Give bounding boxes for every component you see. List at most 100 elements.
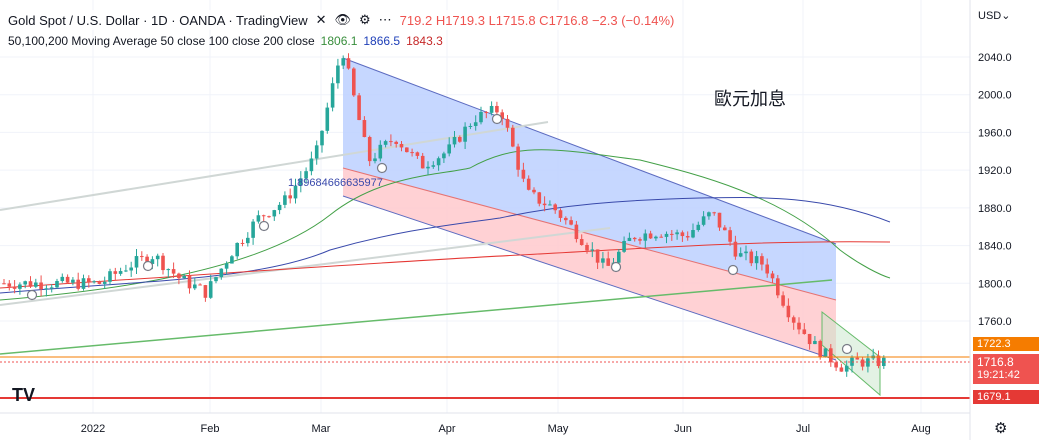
candle-body: [304, 171, 308, 179]
candle-body: [39, 282, 43, 290]
currency-selector[interactable]: USD⌄: [978, 10, 1011, 22]
event-marker-icon[interactable]: [142, 260, 154, 272]
countdown: 19:21:42: [977, 369, 1020, 381]
candle-body: [521, 169, 526, 179]
candle-body: [383, 141, 388, 145]
y-tick-label: 1880.0: [978, 203, 1012, 215]
candle-body: [664, 233, 669, 237]
chart-annotation[interactable]: 歐元加息: [714, 89, 786, 110]
candle-body: [452, 136, 457, 145]
more-icon[interactable]: ⋯: [378, 12, 392, 27]
candle-body: [389, 141, 393, 143]
candle-body: [781, 295, 785, 306]
candle-body: [691, 230, 695, 238]
candle-body: [341, 58, 345, 66]
candle-body: [776, 278, 780, 296]
x-axis[interactable]: 2022 Feb Mar Apr May Jun Jul Aug: [81, 423, 931, 435]
gear-icon[interactable]: ⚙: [359, 12, 371, 27]
candle-body: [134, 256, 139, 268]
candle-body: [839, 367, 844, 372]
candle-body: [367, 137, 372, 162]
candle-body: [187, 275, 192, 289]
candle-body: [489, 105, 494, 113]
candle-body: [314, 145, 319, 159]
candle-body: [394, 141, 398, 144]
candle-body: [145, 256, 149, 264]
moving-averages: [0, 149, 891, 301]
channel-mid-line: [342, 167, 837, 301]
event-marker-icon[interactable]: [727, 264, 739, 276]
candle-body: [378, 144, 383, 159]
candle-body: [696, 224, 701, 231]
candle-body: [155, 255, 160, 260]
candle-body: [362, 120, 367, 138]
candle-body: [786, 305, 791, 318]
candle-body: [648, 233, 653, 239]
candle-body: [479, 112, 483, 123]
candle-body: [150, 259, 155, 264]
candle-body: [256, 215, 261, 222]
event-marker-icon[interactable]: [258, 220, 270, 232]
candle-body: [330, 83, 335, 108]
eye-icon[interactable]: 👁: [334, 12, 352, 27]
trendline-green: [0, 279, 833, 355]
candle-body: [495, 105, 499, 113]
candle-body: [526, 178, 531, 190]
candle-body: [760, 256, 764, 265]
candle-body: [224, 263, 229, 269]
event-marker-icon[interactable]: [26, 289, 38, 301]
close-icon[interactable]: ✕: [315, 12, 327, 27]
symbol-title[interactable]: Gold Spot / U.S. Dollar · 1D · OANDA · T…: [8, 12, 308, 28]
candle-body: [415, 152, 420, 156]
candle-body: [813, 340, 817, 345]
candle-body: [855, 357, 860, 360]
candle-body: [267, 216, 271, 218]
candle-body: [723, 227, 727, 231]
candle-body: [807, 333, 812, 345]
trendlines: [0, 121, 881, 397]
ma-label[interactable]: 50,100,200 Moving Average 50 close 100 c…: [8, 34, 315, 48]
candle-body: [765, 264, 769, 274]
ma100-line: [0, 197, 891, 294]
event-marker-icon[interactable]: [610, 261, 622, 273]
candle-body: [829, 348, 833, 363]
candle-body: [627, 237, 632, 241]
x-tick-label: Jul: [796, 423, 810, 435]
candle-body: [161, 255, 165, 271]
candle-body: [643, 233, 648, 241]
gear-icon[interactable]: ⚙: [994, 420, 1008, 437]
event-marker-icon[interactable]: [841, 343, 853, 355]
candle-body: [712, 212, 716, 214]
candle-body: [65, 276, 70, 283]
candle-body: [49, 287, 54, 289]
candle-body: [140, 256, 144, 258]
candle-body: [357, 95, 361, 121]
event-marker-icon[interactable]: [491, 113, 503, 125]
candle-body: [23, 281, 27, 285]
event-marker-icon[interactable]: [376, 162, 388, 174]
candle-body: [595, 249, 600, 263]
candle-body: [214, 277, 218, 282]
tradingview-logo-icon: TV: [12, 385, 36, 405]
candle-body: [802, 329, 807, 334]
candle-body: [537, 192, 542, 204]
candle-body: [728, 230, 732, 242]
y-axis[interactable]: 2040.0 2000.0 1960.0 1920.0 1880.0 1840.0 1800…: [978, 52, 1012, 328]
candle-body: [235, 242, 239, 257]
candle-body: [431, 165, 436, 167]
candle-body: [373, 158, 377, 162]
candle-body: [654, 236, 658, 239]
y-tick-label: 2040.0: [978, 52, 1012, 64]
candle-body: [617, 251, 621, 263]
y-tick-label: 1800.0: [978, 278, 1012, 290]
candle-body: [410, 152, 414, 154]
ma200-line: [0, 241, 891, 289]
candle-body: [447, 144, 451, 154]
candle-body: [2, 283, 6, 285]
candle-body: [283, 195, 287, 205]
candle-body: [511, 127, 515, 147]
candle-body: [113, 271, 118, 274]
candle-body: [309, 158, 314, 172]
ma50-value: 1806.1: [320, 34, 358, 48]
